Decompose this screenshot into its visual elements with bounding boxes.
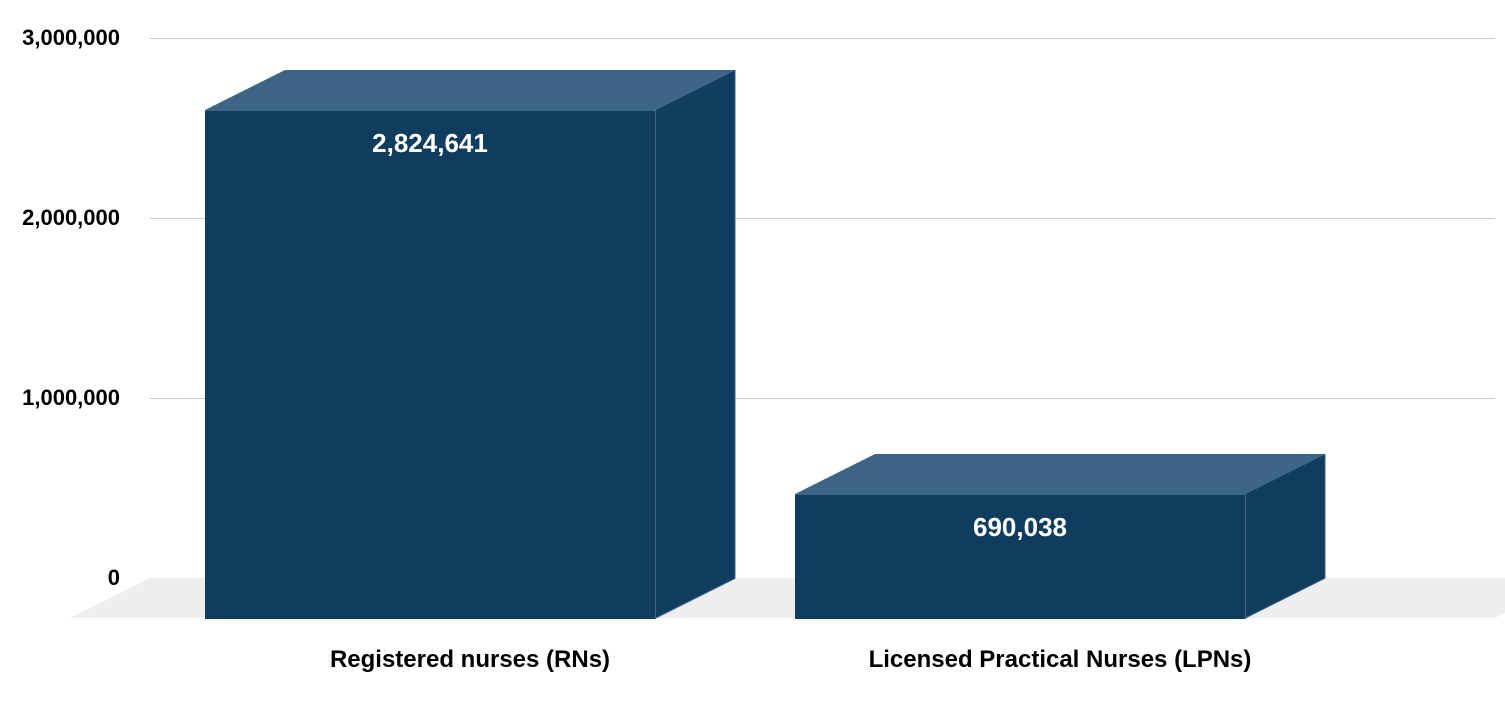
y-tick-label: 2,000,000 [0, 205, 120, 231]
y-tick-label: 3,000,000 [0, 25, 120, 51]
bar: 2,824,641 [205, 70, 735, 618]
bar-chart-3d: 01,000,0002,000,0003,000,000 2,824,641 6… [0, 0, 1505, 726]
x-tick-label: Licensed Practical Nurses (LPNs) [780, 646, 1340, 674]
bar: 690,038 [795, 454, 1325, 618]
y-tick-label: 1,000,000 [0, 385, 120, 411]
bar-side-face [1245, 454, 1326, 619]
bar-side-face [655, 70, 736, 619]
bar-value-label: 690,038 [795, 512, 1245, 543]
bar-front-face [205, 110, 656, 619]
x-tick-label: Registered nurses (RNs) [190, 646, 750, 674]
gridline [150, 38, 1495, 39]
bar-value-label: 2,824,641 [205, 128, 655, 159]
